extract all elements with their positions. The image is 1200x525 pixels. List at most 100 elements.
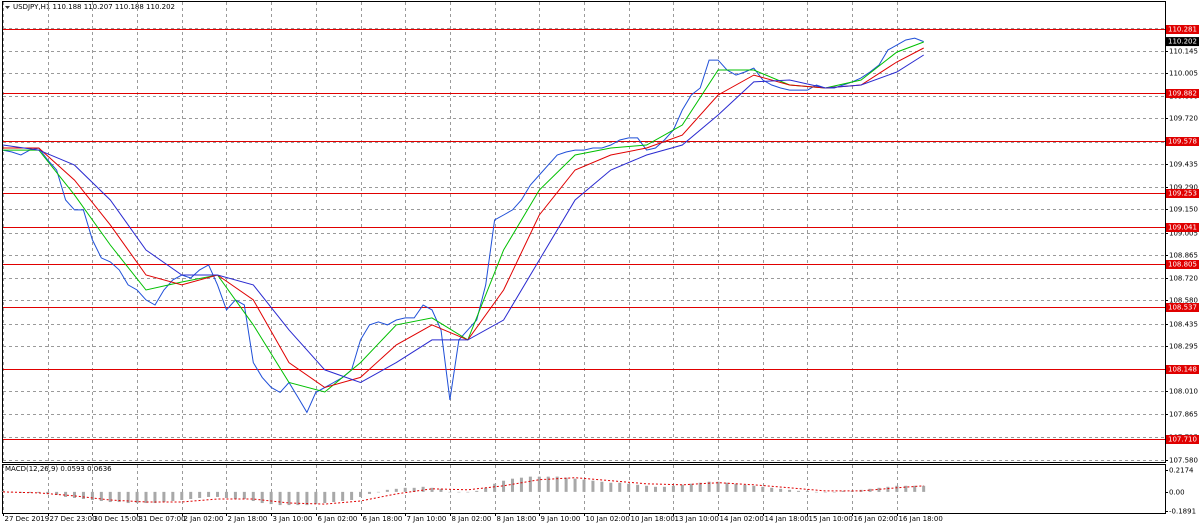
macd-bar xyxy=(305,491,309,506)
indicator-line xyxy=(2,54,924,384)
macd-bar xyxy=(1,490,5,492)
macd-bar xyxy=(591,480,595,492)
y-tick-label: 107.865 xyxy=(1169,411,1198,419)
macd-bar xyxy=(278,491,282,506)
y-tick-label: 107.580 xyxy=(1169,457,1198,465)
macd-bar xyxy=(475,490,479,492)
y-tick-label: 109.005 xyxy=(1169,230,1198,238)
macd-bar xyxy=(287,491,291,506)
macd-bar xyxy=(805,490,809,492)
macd-bar xyxy=(600,481,604,492)
current-price-tag xyxy=(1166,37,1199,47)
level-tag xyxy=(1166,435,1199,444)
macd-bar xyxy=(117,491,121,503)
x-tick-label: 30 Dec 15:00 xyxy=(94,515,141,523)
macd-bar xyxy=(752,485,756,492)
macd-bar xyxy=(743,484,747,492)
macd-bar xyxy=(519,477,523,492)
macd-bar xyxy=(734,483,738,492)
x-tick-label: 2 Jan 02:00 xyxy=(184,515,224,523)
macd-bar xyxy=(537,476,541,492)
macd-bar xyxy=(180,491,184,501)
macd-bar xyxy=(46,491,50,494)
macd-bar xyxy=(260,491,264,504)
macd-bar xyxy=(412,487,416,492)
macd-bar xyxy=(546,476,550,492)
macd-bar xyxy=(814,491,818,493)
macd-bar xyxy=(698,482,702,492)
x-tick-label: 27 Dec 23:00 xyxy=(50,515,97,523)
macd-bar xyxy=(788,489,792,492)
macd-bar xyxy=(555,476,559,492)
macd-bar xyxy=(466,491,470,493)
y-tick-label: 108.435 xyxy=(1169,321,1198,329)
macd-bar xyxy=(671,485,675,492)
macd-bar xyxy=(725,482,729,492)
macd-bar xyxy=(689,483,693,492)
macd-bar xyxy=(716,481,720,492)
macd-bar xyxy=(582,479,586,492)
x-tick-label: 15 Jan 10:00 xyxy=(809,515,853,523)
y-tick-label: 109.150 xyxy=(1169,206,1198,214)
macd-bar xyxy=(797,490,801,492)
macd-bar xyxy=(770,487,774,492)
macd-bar xyxy=(618,482,622,492)
macd-bar xyxy=(81,491,85,499)
x-tick-label: 2 Jan 18:00 xyxy=(228,515,268,523)
macd-bar xyxy=(564,477,568,492)
macd-bar xyxy=(394,488,398,492)
x-tick-label: 31 Dec 07:00 xyxy=(139,515,186,523)
indicator-title: MACD(12,26,9) 0.0593 0.0636 xyxy=(5,465,112,473)
macd-bar xyxy=(573,478,577,492)
macd-bar xyxy=(680,484,684,492)
y-tick-label: -0.1891 xyxy=(1169,508,1196,516)
macd-bar xyxy=(654,486,658,492)
menu-arrow[interactable] xyxy=(5,6,10,9)
level-tag xyxy=(1166,365,1199,374)
macd-bar xyxy=(207,491,211,497)
y-tick-label: 108.580 xyxy=(1169,297,1198,305)
level-tag xyxy=(1166,89,1199,98)
macd-bar xyxy=(269,491,273,505)
macd-bar xyxy=(376,491,380,493)
x-tick-label: 9 Jan 10:00 xyxy=(541,515,581,523)
x-tick-label: 14 Jan 18:00 xyxy=(765,515,809,523)
macd-bar xyxy=(367,491,371,494)
macd-bar xyxy=(510,478,514,492)
level-tag xyxy=(1166,137,1199,146)
macd-bar xyxy=(779,488,783,492)
macd-bar xyxy=(224,491,228,498)
macd-bar xyxy=(448,491,452,493)
current-price-label: 110.202 xyxy=(1168,38,1197,46)
macd-bar xyxy=(421,486,425,492)
x-tick-label: 13 Jan 10:00 xyxy=(675,515,719,523)
macd-bar xyxy=(359,491,363,497)
macd-bar xyxy=(868,488,872,492)
macd-bar xyxy=(662,486,666,492)
y-tick-label: 110.005 xyxy=(1169,70,1198,78)
macd-bar xyxy=(108,491,112,503)
y-tick-label: 108.720 xyxy=(1169,275,1198,283)
macd-bar xyxy=(493,483,497,492)
macd-bar xyxy=(314,491,318,505)
macd-bar xyxy=(886,486,890,492)
macd-bar xyxy=(296,491,300,506)
macd-bar xyxy=(323,491,327,504)
macd-bar xyxy=(242,491,246,499)
level-tag xyxy=(1166,223,1199,232)
macd-bar xyxy=(823,491,827,493)
level-label: 108.148 xyxy=(1168,366,1197,374)
level-label: 109.882 xyxy=(1168,90,1197,98)
x-tick-label: 6 Jan 18:00 xyxy=(363,515,403,523)
x-tick-label: 6 Jan 02:00 xyxy=(318,515,358,523)
macd-bar xyxy=(922,485,926,492)
macd-bar xyxy=(430,487,434,492)
macd-bar xyxy=(528,476,532,492)
y-tick-label: 109.720 xyxy=(1169,115,1198,123)
macd-bar xyxy=(385,489,389,492)
macd-bar xyxy=(153,491,157,504)
macd-bar xyxy=(484,487,488,492)
macd-bar xyxy=(877,487,881,492)
y-tick-label: 108.295 xyxy=(1169,343,1198,351)
